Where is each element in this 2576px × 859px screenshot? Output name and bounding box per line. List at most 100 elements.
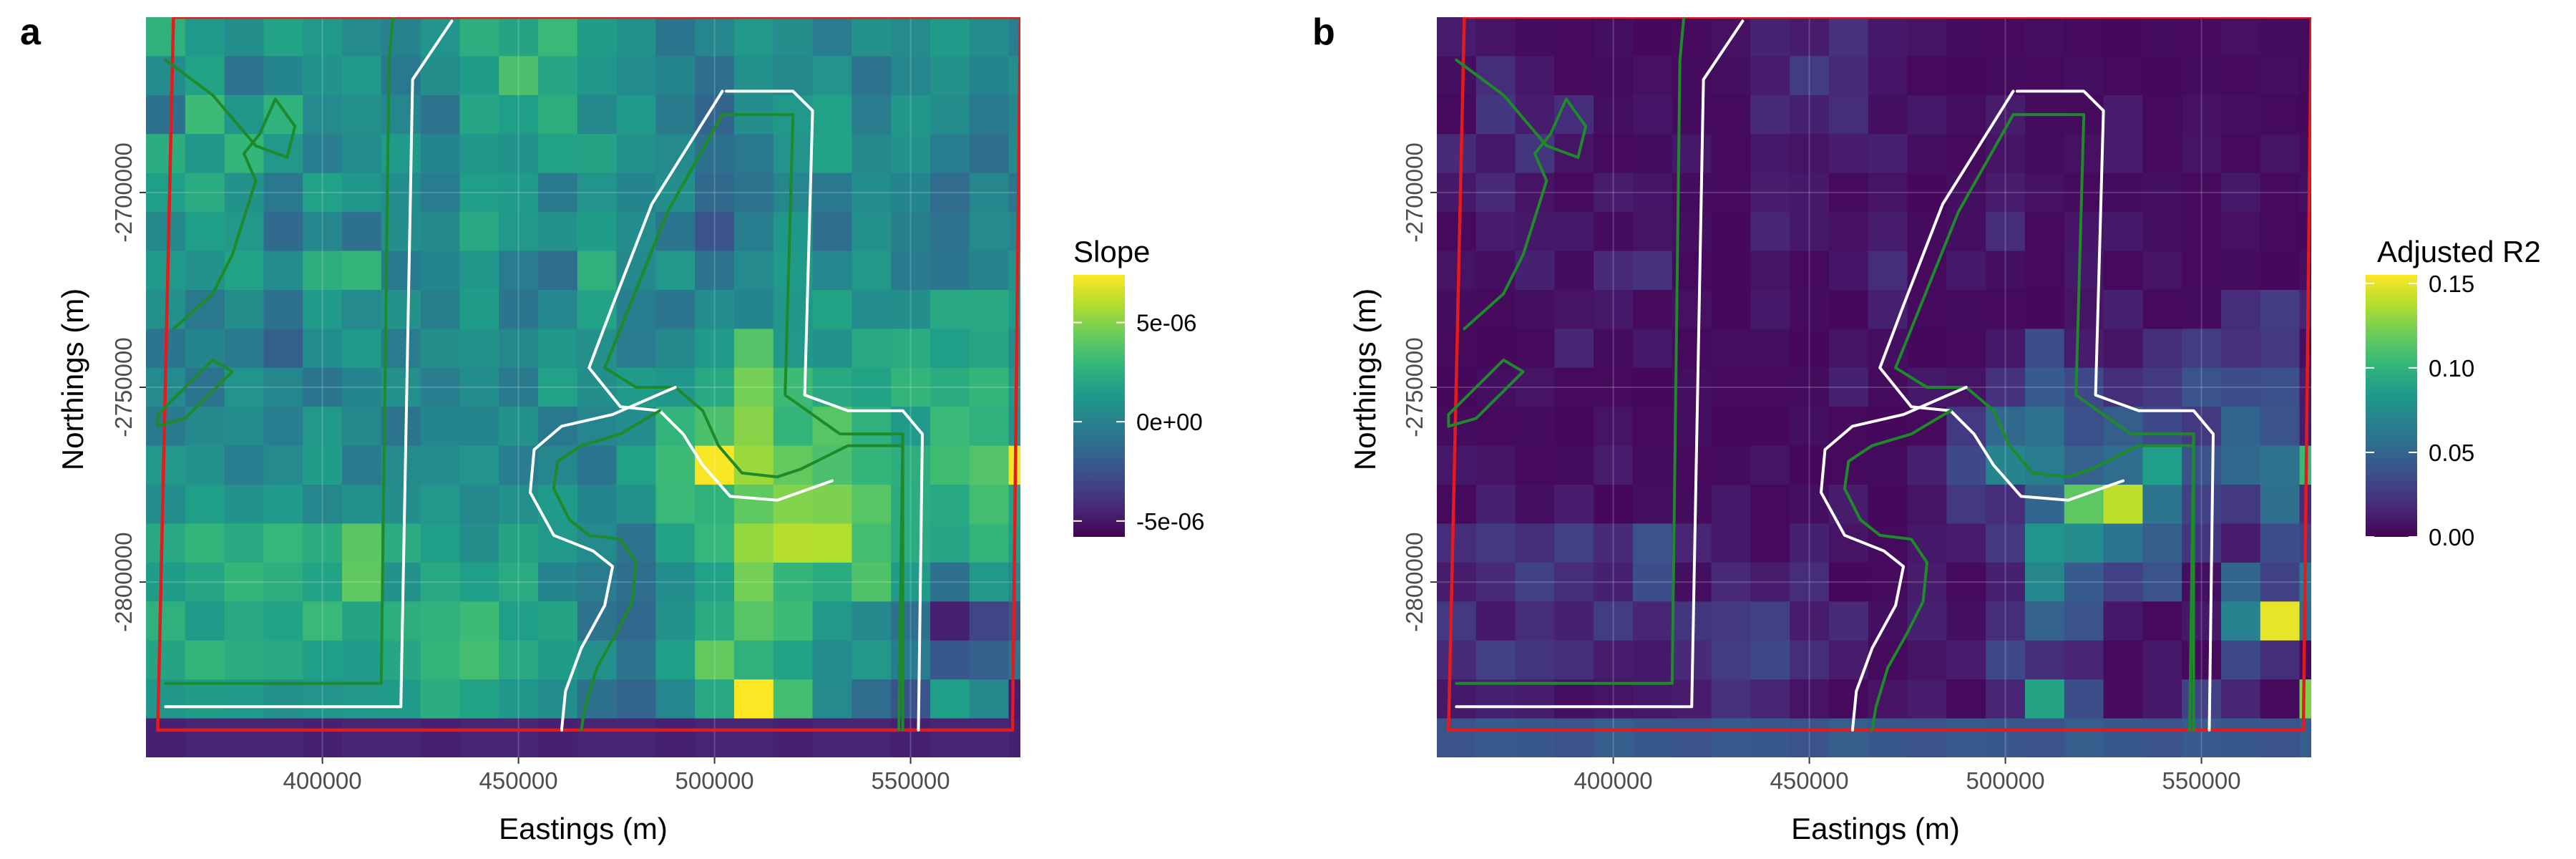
overlay-study-area — [1447, 17, 2311, 732]
heatmap-cell — [185, 679, 225, 719]
heatmap-cell — [733, 445, 774, 485]
heatmap-cell — [537, 562, 578, 602]
heatmap-cell — [616, 485, 656, 525]
heatmap-cell — [2260, 17, 2301, 18]
heatmap-cell — [773, 718, 814, 757]
heatmap-cell — [1750, 562, 1790, 602]
heatmap-cell — [1986, 17, 2026, 57]
overlay-zone-boundary-east-buffer — [2016, 89, 2215, 732]
heatmap-cell — [1750, 485, 1790, 525]
heatmap-cell — [224, 718, 264, 757]
heatmap-cell — [733, 485, 774, 525]
heatmap-cell — [1946, 329, 1986, 369]
heatmap-cell — [1790, 173, 1830, 213]
heatmap-cell — [616, 173, 656, 213]
heatmap-cell — [1711, 251, 1751, 291]
heatmap-cell — [381, 407, 421, 447]
heatmap-cell — [1594, 601, 1634, 641]
x-tick-label: 500000 — [675, 767, 754, 794]
heatmap-cell — [459, 289, 499, 329]
heatmap-cell — [2220, 679, 2261, 719]
heatmap-cell — [1907, 329, 1947, 369]
heatmap-cell — [1554, 407, 1594, 447]
heatmap-cell — [2142, 17, 2182, 18]
heatmap-cell — [263, 56, 303, 96]
x-tick-label: 550000 — [2162, 767, 2241, 794]
heatmap-cell — [1750, 17, 1790, 57]
heatmap-cell — [2220, 367, 2261, 407]
heatmap-cell — [969, 601, 1010, 641]
heatmap-cell — [499, 94, 539, 135]
heatmap-cell — [341, 640, 382, 680]
heatmap-cell — [1828, 17, 1869, 57]
heatmap-cell — [577, 94, 618, 135]
overlay-inner-zone-outline — [603, 113, 904, 732]
heatmap-cell — [577, 56, 618, 96]
colorbar-tick-label: 0e+00 — [1136, 409, 1203, 435]
heatmap-cell — [1672, 289, 1712, 329]
heatmap-cell — [1750, 94, 1790, 135]
heatmap-cell — [930, 718, 970, 757]
x-tick-label: 550000 — [872, 767, 950, 794]
heatmap-cell — [2024, 562, 2065, 602]
heatmap-cell — [537, 718, 578, 757]
heatmap-cell — [1008, 17, 1020, 18]
heatmap-cell — [1711, 718, 1751, 757]
heatmap-cell — [891, 17, 931, 57]
heatmap-cell — [1554, 329, 1594, 369]
heatmap-cell — [499, 523, 539, 563]
heatmap-cell — [1946, 94, 1986, 135]
heatmap-cell — [1437, 251, 1477, 291]
heatmap-cell — [2064, 562, 2104, 602]
heatmap-cell — [733, 17, 774, 18]
heatmap-cell — [930, 134, 970, 174]
overlay-coast-central-buffer — [529, 386, 677, 732]
heatmap-cell — [1828, 367, 1869, 407]
heatmap-cell — [303, 445, 343, 485]
heatmap-cell — [2299, 94, 2311, 135]
heatmap-cell — [852, 445, 892, 485]
heatmap-cell — [2142, 329, 2182, 369]
heatmap-cell — [852, 679, 892, 719]
heatmap-cell — [1868, 485, 1908, 525]
heatmap-cell — [1828, 251, 1869, 291]
heatmap-cell — [891, 173, 931, 213]
heatmap-cell — [459, 367, 499, 407]
heatmap-cell — [1437, 212, 1477, 252]
heatmap-cell — [1750, 56, 1790, 96]
heatmap-cell — [2260, 212, 2301, 252]
heatmap-cell — [852, 407, 892, 447]
heatmap-cell — [499, 407, 539, 447]
heatmap-cell — [146, 134, 186, 174]
heatmap-cell — [146, 94, 186, 135]
heatmap-cell — [2024, 523, 2065, 563]
heatmap-cell — [812, 679, 852, 719]
heatmap-cell — [1475, 562, 1516, 602]
colorbar-tick-label: 0.15 — [2429, 271, 2474, 297]
heatmap-cell — [341, 173, 382, 213]
heatmap-cell — [420, 17, 460, 18]
heatmap-cell — [420, 173, 460, 213]
heatmap-cell — [1554, 601, 1594, 641]
heatmap-cell — [2299, 289, 2311, 329]
heatmap-cell — [2064, 212, 2104, 252]
heatmap-cell — [852, 562, 892, 602]
heatmap-cell — [891, 485, 931, 525]
heatmap-cell — [2103, 640, 2143, 680]
heatmap-cell — [420, 523, 460, 563]
heatmap-cell — [224, 445, 264, 485]
heatmap-cell — [1790, 601, 1830, 641]
heatmap-cell — [891, 251, 931, 291]
heatmap-cell — [2299, 718, 2311, 757]
heatmap-cell — [537, 17, 578, 57]
heatmap-cell — [263, 562, 303, 602]
heatmap-cell — [1750, 407, 1790, 447]
panel-b-x-axis-title: Eastings (m) — [1791, 812, 1960, 845]
heatmap-cell — [1711, 679, 1751, 719]
heatmap-cell — [891, 445, 931, 485]
heatmap-cell — [2142, 407, 2182, 447]
heatmap-cell — [341, 289, 382, 329]
heatmap-cell — [1515, 562, 1555, 602]
heatmap-cell — [812, 17, 852, 57]
overlay-coast-central — [1843, 409, 1952, 732]
